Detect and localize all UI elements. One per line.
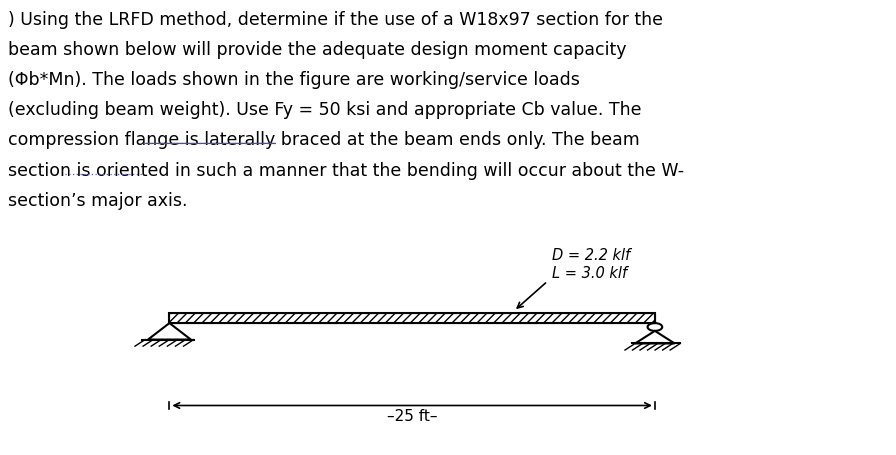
Text: ) Using the LRFD method, determine if the use of a W18x97 section for the: ) Using the LRFD method, determine if th… (8, 11, 663, 29)
Text: (excluding beam weight). Use Fy = 50 ksi and appropriate Cb value. The: (excluding beam weight). Use Fy = 50 ksi… (8, 101, 642, 119)
Text: section’s major axis.: section’s major axis. (8, 192, 187, 209)
Text: section is oriented in such a manner that the bending will occur about the W-: section is oriented in such a manner tha… (8, 162, 685, 179)
Polygon shape (148, 324, 191, 340)
Text: –25 ft–: –25 ft– (387, 408, 437, 423)
Polygon shape (635, 331, 675, 344)
Text: D = 2.2 klf
L = 3.0 klf: D = 2.2 klf L = 3.0 klf (552, 248, 631, 280)
Bar (169, 313, 655, 324)
Text: beam shown below will provide the adequate design moment capacity: beam shown below will provide the adequa… (8, 41, 626, 59)
Text: (Φb*Mn). The loads shown in the figure are working/service loads: (Φb*Mn). The loads shown in the figure a… (8, 71, 580, 89)
Text: compression flange is laterally braced at the beam ends only. The beam: compression flange is laterally braced a… (8, 131, 640, 149)
Bar (169, 313, 655, 324)
